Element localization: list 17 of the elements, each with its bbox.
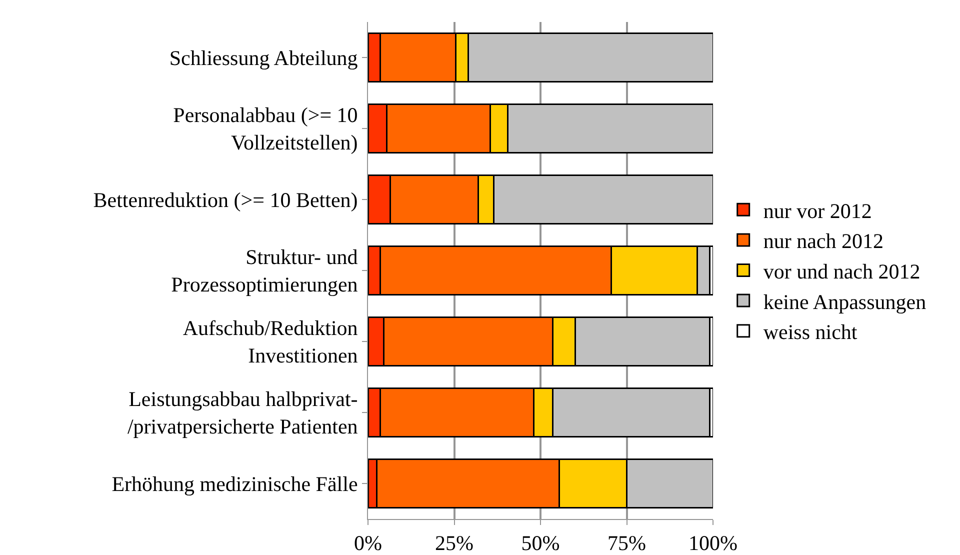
x-tick-label: 25% — [435, 531, 474, 555]
y-tick-label: Erhöhung medizinische Fälle — [112, 472, 358, 496]
y-tick-label: Struktur- und Prozessoptimierungen — [171, 245, 358, 296]
legend-label: nur vor 2012 — [763, 198, 872, 223]
x-tick-label: 0% — [354, 531, 382, 555]
x-tick-label: 75% — [608, 531, 646, 555]
y-tick-label: Schliessung Abteilung — [169, 46, 358, 70]
y-tick-label: Leistungsabbau halbprivat- /privatpersicherte Patienten — [127, 387, 358, 438]
x-tick-label: 50% — [521, 531, 560, 555]
legend-label: vor und nach 2012 — [763, 259, 920, 284]
x-tick-label: 100% — [688, 531, 738, 555]
legend-label: weiss nicht — [763, 320, 858, 344]
y-tick-label: Bettenreduktion (>= 10 Betten) — [93, 188, 358, 212]
legend-label: keine Anpassungen — [763, 290, 927, 314]
legend-label: nur nach 2012 — [763, 229, 884, 254]
y-tick-label: Personalabbau (>= 10 Vollzeitstellen) — [173, 103, 358, 154]
y-tick-label: Aufschub/Reduktion Investitionen — [182, 316, 358, 368]
